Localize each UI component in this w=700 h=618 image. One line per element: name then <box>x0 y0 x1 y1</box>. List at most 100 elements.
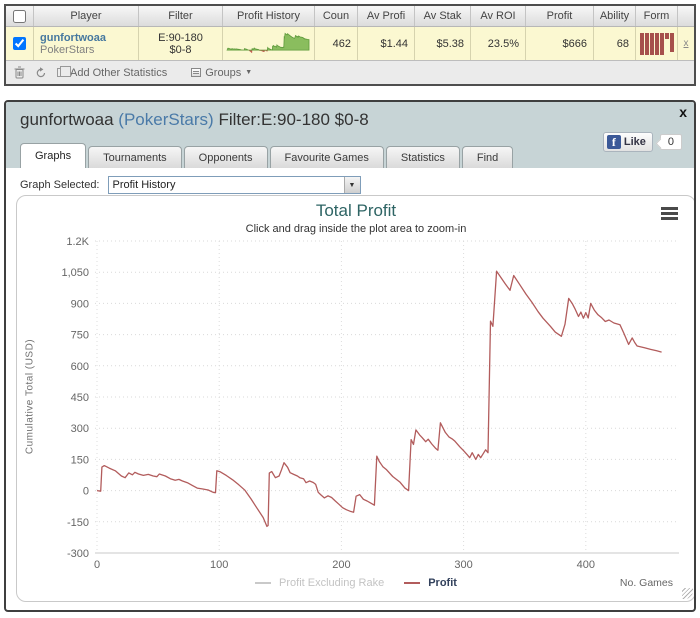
facebook-like-button[interactable]: f Like <box>602 132 653 152</box>
facebook-like-widget: f Like 0 <box>602 132 682 152</box>
header-form[interactable]: Form <box>636 6 678 26</box>
header-profit-history[interactable]: Profit History <box>223 6 315 26</box>
groups-dropdown-arrow: ▼ <box>245 69 253 76</box>
legend-dash-profit <box>404 582 421 584</box>
svg-text:0: 0 <box>94 559 100 571</box>
header-player[interactable]: Player <box>34 6 139 26</box>
chart-subtitle: Click and drag inside the plot area to z… <box>245 223 467 235</box>
tab-graphs[interactable]: Graphs <box>20 143 87 168</box>
svg-text:750: 750 <box>71 330 89 342</box>
graph-select-row: Graph Selected: Profit History ▼ <box>20 176 361 194</box>
tab-opponents[interactable]: Opponents <box>183 146 268 168</box>
svg-text:-150: -150 <box>67 517 89 529</box>
svg-text:100: 100 <box>210 559 228 571</box>
header-remove <box>678 6 694 26</box>
svg-text:900: 900 <box>71 298 89 310</box>
add-other-statistics-button[interactable]: Add Other Statistics <box>57 66 168 79</box>
select-all-checkbox[interactable] <box>13 9 26 23</box>
svg-text:300: 300 <box>454 559 472 571</box>
header-select-all <box>6 6 34 26</box>
profit-value: $666 <box>526 27 594 60</box>
chart-legend: Profit Excluding Rake Profit <box>17 577 694 589</box>
filter-line1: E:90-180 <box>158 31 203 44</box>
groups-icon <box>191 68 202 77</box>
player-site-label: PokerStars <box>40 43 95 56</box>
av-stake-value: $5.38 <box>415 27 471 60</box>
legend-label-excluding-rake[interactable]: Profit Excluding Rake <box>279 577 385 589</box>
svg-text:600: 600 <box>71 361 89 373</box>
player-detail-window: gunfortwoaa (PokerStars) Filter:E:90-180… <box>4 100 696 612</box>
svg-text:0: 0 <box>83 486 89 498</box>
tab-find[interactable]: Find <box>461 146 514 168</box>
player-cell: gunfortwoaa PokerStars <box>34 27 139 60</box>
form-bars <box>636 27 678 60</box>
title-player: gunfortwoaa <box>20 110 119 129</box>
title-filter: Filter:E:90-180 $0-8 <box>213 110 369 129</box>
player-stats-table: Player Filter Profit History Coun Av Pro… <box>4 4 696 86</box>
copy-icon <box>57 66 71 77</box>
form-bar <box>669 32 674 52</box>
legend-label-profit[interactable]: Profit <box>428 577 457 589</box>
chart-title: Total Profit <box>315 201 397 220</box>
header-count[interactable]: Coun <box>315 6 358 26</box>
like-count-badge: 0 <box>659 134 682 150</box>
svg-text:1,050: 1,050 <box>61 267 89 279</box>
count-value: 462 <box>315 27 358 60</box>
av-roi-value: 23.5% <box>471 27 526 60</box>
facebook-icon: f <box>606 135 621 149</box>
x-axis-title: No. Games <box>619 577 673 589</box>
form-bar <box>649 32 654 55</box>
header-profit[interactable]: Profit <box>526 6 594 26</box>
tab-statistics[interactable]: Statistics <box>385 146 460 168</box>
delete-button[interactable] <box>14 66 25 79</box>
resize-handle[interactable] <box>682 588 693 599</box>
header-av-roi[interactable]: Av ROI <box>471 6 526 26</box>
profit-history-sparkline[interactable] <box>223 27 315 60</box>
groups-button[interactable]: Groups ▼ <box>191 67 252 79</box>
remove-row-cell: x <box>678 27 694 60</box>
groups-label: Groups <box>205 66 242 79</box>
select-dropdown-button[interactable]: ▼ <box>343 177 360 193</box>
chevron-down-icon: ▼ <box>348 181 356 189</box>
tab-favourite-games[interactable]: Favourite Games <box>269 146 384 168</box>
header-av-profit[interactable]: Av Profi <box>358 6 415 26</box>
title-site-link[interactable]: (PokerStars) <box>118 110 214 129</box>
svg-text:400: 400 <box>577 559 595 571</box>
table-row: gunfortwoaa PokerStars E:90-180 $0-8 462… <box>6 27 694 60</box>
player-name-link[interactable]: gunfortwoaa <box>40 31 106 44</box>
like-label: Like <box>623 136 646 148</box>
svg-text:300: 300 <box>71 423 89 435</box>
chart-menu-icon[interactable] <box>661 207 678 222</box>
row-select-cell <box>6 27 34 60</box>
window-title: gunfortwoaa (PokerStars) Filter:E:90-180… <box>20 110 369 130</box>
add-other-statistics-label: Add Other Statistics <box>70 66 168 79</box>
form-bar <box>639 32 644 55</box>
profit-line-chart[interactable]: 1.2K 1,050 900 750 600 450 300 150 0 -150 -300 0 100… <box>17 196 695 601</box>
close-window-button[interactable]: x <box>679 104 687 120</box>
form-bar <box>644 32 649 55</box>
svg-text:150: 150 <box>71 454 89 466</box>
header-filter[interactable]: Filter <box>139 6 223 26</box>
trash-icon <box>14 66 25 79</box>
svg-text:1.2K: 1.2K <box>66 236 89 248</box>
svg-text:200: 200 <box>332 559 350 571</box>
window-header: gunfortwoaa (PokerStars) Filter:E:90-180… <box>6 102 694 168</box>
refresh-button[interactable] <box>35 66 47 79</box>
graph-type-select[interactable]: Profit History ▼ <box>107 176 361 194</box>
stats-table-header-row: Player Filter Profit History Coun Av Pro… <box>6 6 694 27</box>
header-ability[interactable]: Ability <box>594 6 636 26</box>
row-checkbox[interactable] <box>13 37 26 50</box>
header-av-stake[interactable]: Av Stak <box>415 6 471 26</box>
filter-cell: E:90-180 $0-8 <box>139 27 223 60</box>
profit-chart-panel[interactable]: 1.2K 1,050 900 750 600 450 300 150 0 -150 -300 0 100… <box>16 195 695 602</box>
filter-line2: $0-8 <box>169 43 192 56</box>
y-axis-title: Cumulative Total (USD) <box>24 338 36 455</box>
svg-text:450: 450 <box>71 392 89 404</box>
form-bar <box>659 32 664 55</box>
ability-value: 68 <box>594 27 636 60</box>
remove-row-button[interactable]: x <box>683 38 689 49</box>
tab-bar: Graphs Tournaments Opponents Favourite G… <box>20 143 514 168</box>
tab-tournaments[interactable]: Tournaments <box>88 146 182 168</box>
legend-dash-excluding-rake <box>255 582 272 584</box>
form-bar <box>664 32 669 39</box>
